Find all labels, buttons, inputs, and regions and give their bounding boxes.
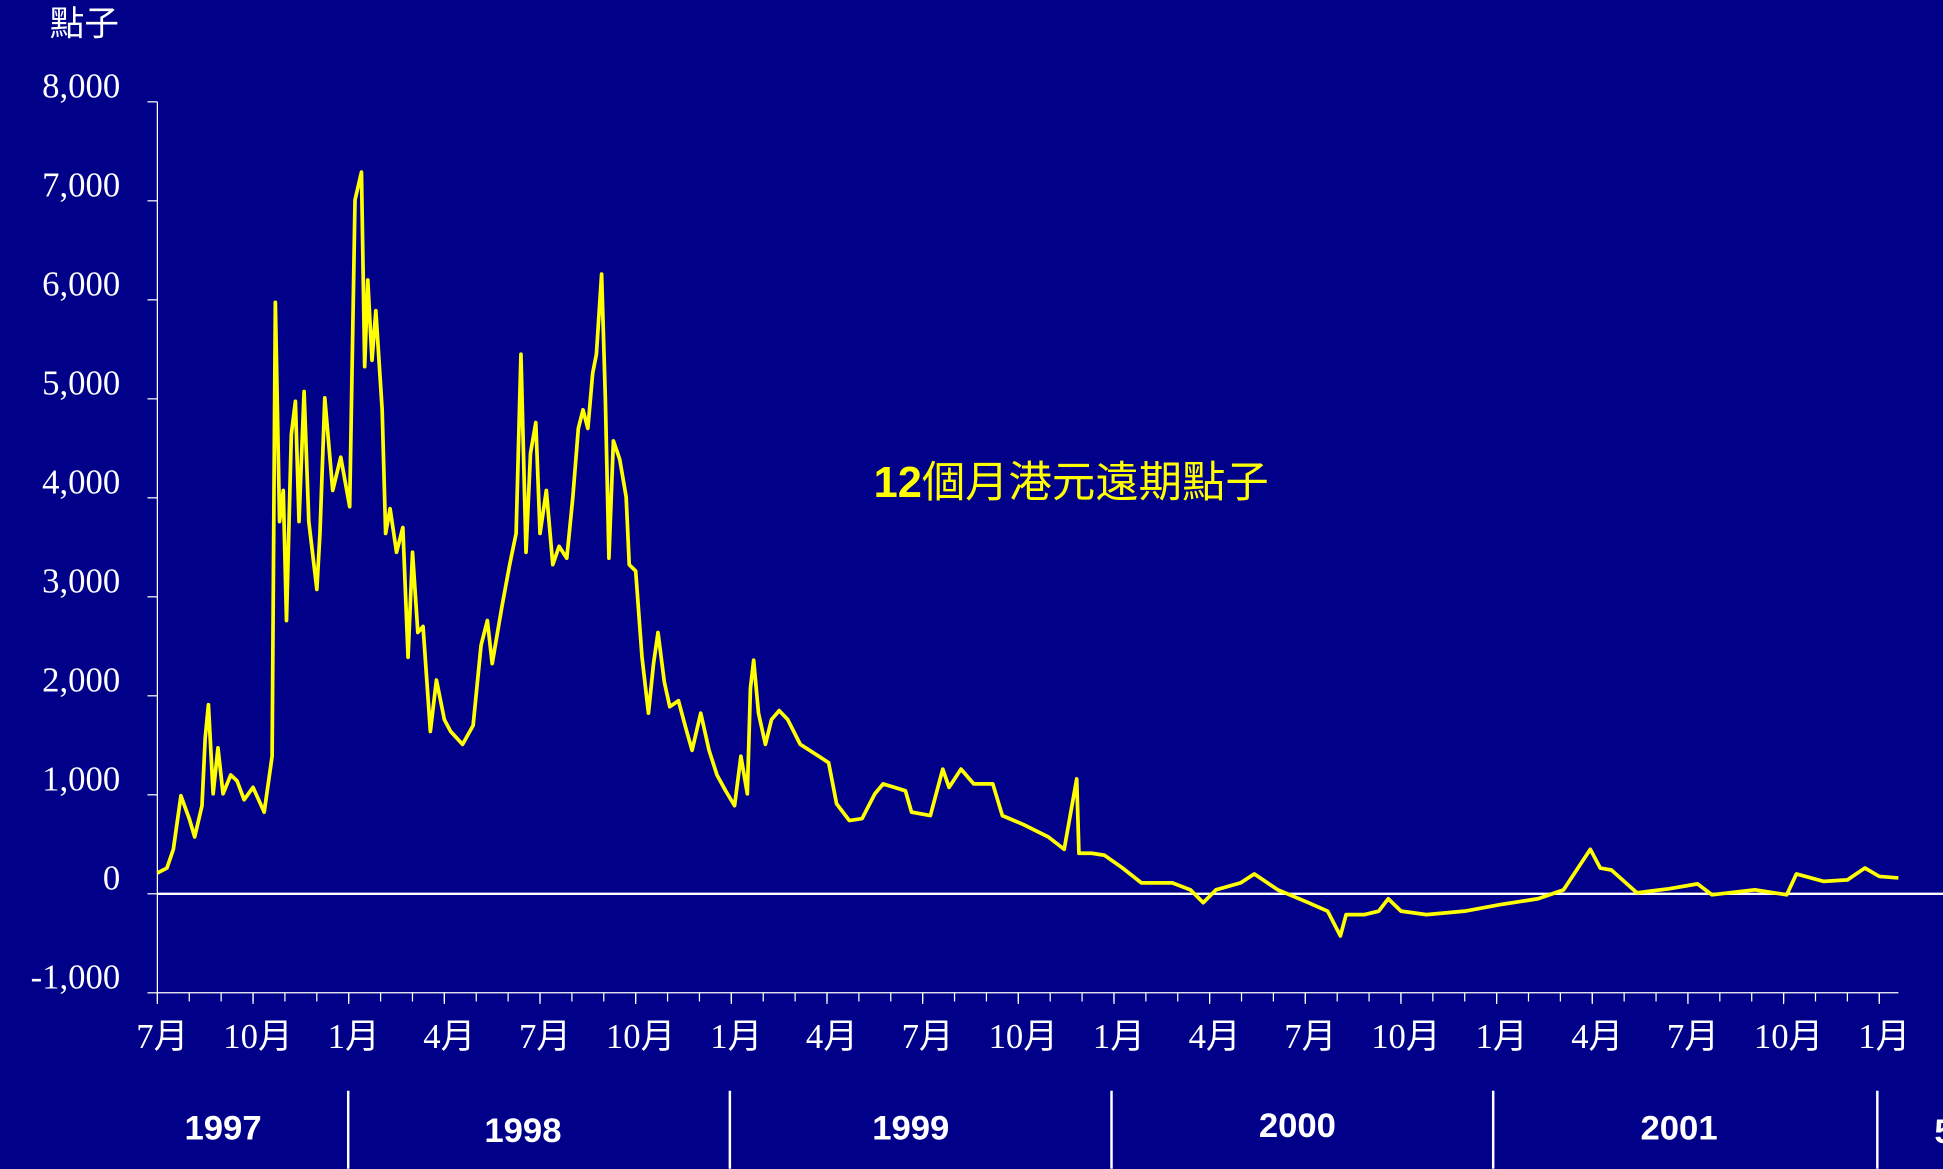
y-tick-label: 7,000 <box>42 165 120 204</box>
x-tick-label: 10月 <box>223 1017 292 1056</box>
page-number: 5 <box>1934 1113 1943 1151</box>
annotation-number: 12 <box>874 459 922 507</box>
data-line <box>156 170 1899 938</box>
year-label: 1999 <box>872 1110 949 1148</box>
y-tick-label: 0 <box>103 858 120 897</box>
x-tick-label: 4月 <box>423 1017 475 1056</box>
x-tick-label: 1月 <box>710 1017 762 1056</box>
x-tick-label: 10月 <box>989 1017 1058 1056</box>
x-tick-label: 4月 <box>806 1017 858 1056</box>
x-tick-label: 1月 <box>1858 1017 1910 1056</box>
year-label: 1997 <box>184 1110 261 1148</box>
x-tick-label: 7月 <box>519 1017 571 1056</box>
annotation-text: 個月港元遠期點子 <box>922 459 1269 507</box>
x-tick-label: 7月 <box>136 1017 188 1056</box>
x-tick-label: 7月 <box>1284 1017 1336 1056</box>
y-tick-label: 2,000 <box>42 660 120 699</box>
y-tick-label: 3,000 <box>42 561 120 600</box>
y-tick-label: 5,000 <box>42 363 120 402</box>
y-tick-label: 8,000 <box>42 66 120 105</box>
x-tick-label: 1月 <box>1093 1017 1145 1056</box>
y-tick-label: 4,000 <box>42 462 120 501</box>
y-tick-label: -1,000 <box>31 957 121 996</box>
x-tick-label: 4月 <box>1571 1017 1623 1056</box>
x-tick-label: 1月 <box>328 1017 380 1056</box>
x-tick-label: 10月 <box>1754 1017 1823 1056</box>
x-tick-label: 7月 <box>902 1017 954 1056</box>
x-tick-label: 7月 <box>1667 1017 1719 1056</box>
year-label: 2000 <box>1259 1107 1336 1145</box>
x-tick-label: 4月 <box>1189 1017 1241 1056</box>
year-label: 2001 <box>1640 1110 1717 1148</box>
y-tick-label: 6,000 <box>42 264 120 303</box>
year-label: 1998 <box>484 1112 561 1150</box>
y-tick-label: 1,000 <box>42 759 120 798</box>
x-tick-label: 10月 <box>606 1017 675 1056</box>
x-tick-label: 10月 <box>1371 1017 1440 1056</box>
x-tick-label: 1月 <box>1476 1017 1528 1056</box>
year-row: 1997 1998 1999 2000 2001 <box>184 1090 1879 1169</box>
y-axis-title: 點子 <box>50 4 119 43</box>
annotation: 12個月港元遠期點子 <box>874 459 1269 507</box>
